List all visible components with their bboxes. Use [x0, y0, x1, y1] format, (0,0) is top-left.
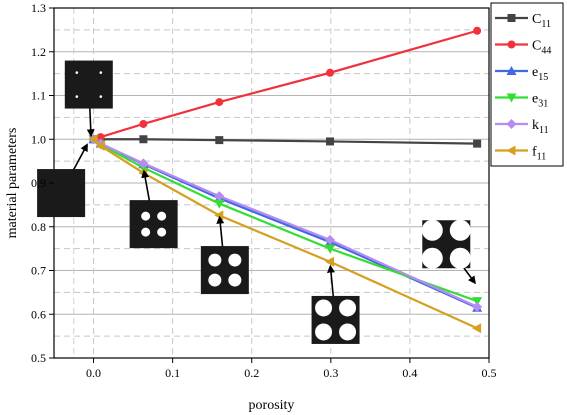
legend-marker [507, 14, 516, 22]
line-c44 [93, 29, 478, 141]
y-tick-label: 1.3 [31, 1, 46, 15]
gridlines [54, 7, 489, 359]
legend-item-k11: k11 [495, 118, 549, 136]
legend: C11 C44 e15 e31 k11 f11 [490, 2, 564, 167]
inset-hole [228, 273, 242, 287]
inset-hole [208, 273, 222, 287]
legend-label: e31 [532, 92, 548, 110]
series-c44 [89, 26, 482, 144]
inset-image-large [311, 264, 360, 344]
legend-label: C44 [532, 39, 551, 57]
y-tick-label: 1.2 [31, 45, 46, 59]
inset-hole [99, 71, 103, 74]
legend-item-c11: C11 [495, 12, 551, 30]
point-e31 [325, 244, 336, 254]
legend-box [490, 2, 564, 167]
legend-label: f11 [532, 145, 546, 163]
point-f11 [472, 323, 482, 334]
y-tick-label: 0.7 [31, 264, 46, 278]
y-tick-label: 1.1 [31, 89, 46, 103]
axis-ticks: 0.5 0.6 0.7 0.8 0.9 1.0 1.1 1.2 1.3 0.0 0.1 0.2 0.3 0… [31, 1, 497, 380]
point-c11 [473, 139, 482, 148]
inset-square [37, 169, 86, 218]
point-c44 [139, 119, 148, 128]
inset-hole [75, 71, 79, 74]
inset-square [129, 200, 178, 249]
point-c44 [473, 26, 482, 35]
inset-image-small [129, 169, 178, 249]
point-c44 [96, 133, 105, 142]
inset-image-medium [200, 215, 249, 295]
inset-hole [157, 211, 167, 221]
x-tick-label: 0.0 [86, 366, 101, 380]
x-tick-label: 0.3 [323, 366, 338, 380]
legend-label: e15 [532, 65, 548, 83]
inset-hole [421, 247, 443, 269]
series-c11 [89, 135, 482, 148]
inset-hole [449, 247, 471, 269]
legend-marker [506, 145, 516, 156]
y-tick-label: 0.8 [31, 220, 46, 234]
inset-image-none [37, 143, 88, 218]
inset-hole [75, 95, 79, 98]
inset-square [64, 60, 113, 109]
point-e31 [472, 297, 483, 307]
x-tick-label: 0.4 [402, 366, 417, 380]
point-e31 [214, 199, 225, 209]
point-k11 [214, 191, 225, 202]
inset-hole [449, 219, 471, 241]
inset-hole [315, 323, 333, 341]
y-axis-label: material parameters [5, 128, 20, 239]
legend-item-e15: e15 [495, 65, 548, 83]
inset-hole [99, 95, 103, 98]
legend-item-f11: f11 [495, 145, 546, 163]
x-tick-label: 0.1 [165, 366, 180, 380]
inset-square [200, 246, 249, 295]
point-f11 [325, 256, 335, 267]
point-c11 [326, 137, 335, 146]
series-layer [88, 26, 483, 334]
line-c11 [93, 138, 478, 145]
point-f11 [95, 140, 105, 151]
porous-structure-insets [37, 60, 476, 344]
y-tick-label: 0.5 [31, 351, 46, 365]
inset-hole [339, 323, 357, 341]
point-c11 [215, 136, 224, 145]
legend-marker [506, 119, 517, 129]
inset-hole [228, 253, 242, 267]
inset-hole [315, 299, 333, 317]
legend-item-c44: C44 [495, 39, 551, 57]
legend-marker [506, 93, 517, 103]
inset-hole [157, 227, 167, 237]
y-tick-label: 1.0 [31, 132, 46, 146]
y-tick-label: 0.9 [31, 176, 46, 190]
point-c44 [326, 68, 335, 77]
legend-label: k11 [532, 118, 549, 136]
y-tick-label: 0.6 [31, 307, 46, 321]
point-f11 [88, 134, 98, 145]
inset-hole [339, 299, 357, 317]
inset-hole [141, 211, 151, 221]
point-k11 [138, 158, 149, 169]
x-tick-label: 0.5 [482, 366, 497, 380]
point-k11 [325, 234, 336, 245]
point-c44 [215, 98, 224, 107]
point-k11 [472, 301, 483, 312]
x-tick-label: 0.2 [244, 366, 259, 380]
inset-hole [421, 219, 443, 241]
inset-hole [141, 227, 151, 237]
inset-hole [208, 253, 222, 267]
inset-image-xlarge [421, 219, 476, 285]
legend-marker [506, 66, 517, 75]
legend-label: C11 [532, 12, 551, 30]
point-c11 [139, 135, 148, 144]
x-axis-label: porosity [249, 398, 295, 413]
legend-item-e31: e31 [495, 92, 548, 110]
legend-marker [507, 40, 516, 49]
point-f11 [214, 210, 224, 221]
inset-image-tiny [64, 60, 113, 138]
